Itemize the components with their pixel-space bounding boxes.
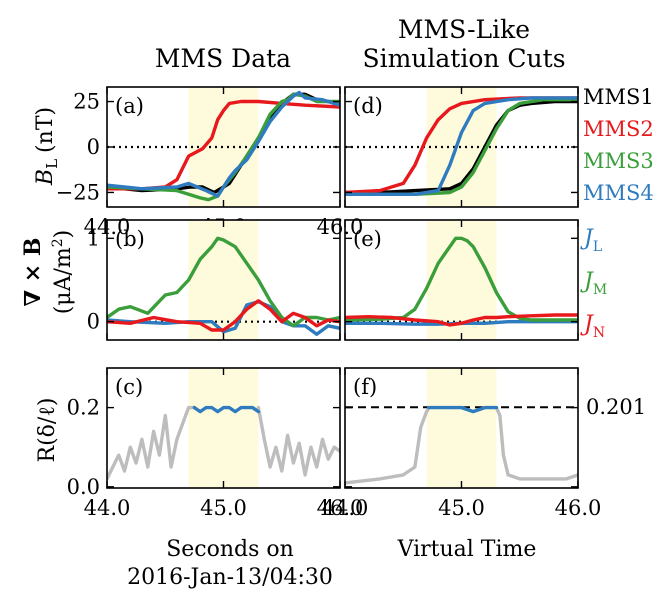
series-c-outside-late [256, 405, 340, 477]
legend-mms2: MMS2 [583, 117, 654, 141]
left-title: MMS Data [155, 44, 291, 73]
panel-letter-d: (d) [353, 94, 383, 118]
legend-mms3: MMS3 [583, 149, 654, 173]
series-a-mms2 [107, 99, 340, 191]
legend-j-m: JM [580, 269, 607, 298]
xtick-label-c-1: 45.0 [200, 496, 247, 520]
ytick-label-b-1: 1 [87, 226, 100, 250]
series-d-mms4 [345, 96, 578, 197]
xtick-label-f-2: 46.0 [555, 496, 602, 520]
series-group-e [345, 236, 578, 327]
ytick-label-a-2: 25 [73, 90, 100, 114]
panel-b: 0 1 (b) [87, 219, 341, 341]
series-c-outside [107, 405, 197, 481]
spacecraft-legend: MMS1 MMS2 MMS3 MMS4 [583, 85, 654, 205]
xtick-label-f-0: 44.0 [322, 496, 369, 520]
ytick-label-a-1: 0 [87, 135, 100, 159]
panel-f: 44.0 45.0 46.0 (f) 0.201 [322, 367, 646, 520]
reference-label-f: 0.201 [586, 395, 646, 419]
legend-j-l: JL [580, 226, 602, 255]
panel-letter-f: (f) [353, 375, 377, 399]
panel-e: (e) [344, 219, 579, 341]
series-f-inside [427, 405, 499, 414]
ylabel-b-unit: (μA/m2) [50, 230, 76, 315]
ylabel-b-unit-close: ) [51, 230, 76, 239]
series-e-j-m [345, 236, 578, 322]
series-b-j-n [107, 299, 340, 332]
panel-letter-e: (e) [353, 227, 382, 251]
ylabel-a: BL (nT) [33, 107, 61, 186]
highlight-band-f [426, 368, 497, 488]
legend-j-n: JN [580, 312, 605, 341]
series-a-mms4 [107, 90, 340, 198]
xtick-label-c-2: 46.0 [317, 496, 364, 520]
series-group-c [107, 405, 340, 481]
ylabel-a-subscript: L [43, 159, 61, 169]
series-group-b [107, 236, 340, 336]
legend-mms4: MMS4 [583, 181, 654, 205]
series-e-j-n [345, 313, 578, 327]
current-legend: JL JM JN [580, 226, 607, 341]
series-d-mms2 [345, 96, 578, 195]
series-group-d [345, 96, 578, 197]
xlabel-right: Virtual Time [397, 537, 537, 562]
right-title-line1: MMS-Like [398, 15, 530, 44]
ytick-label-a-0: −25 [56, 180, 100, 204]
xtick-label-c-0: 44.0 [84, 496, 131, 520]
ylabel-b-unit-text: (μA/m [51, 247, 76, 314]
series-group-a [107, 90, 340, 202]
xlabel-left-line1: Seconds on [166, 537, 294, 562]
panel-letter-c: (c) [115, 375, 143, 399]
ytick-label-c-1: 0.2 [67, 396, 100, 420]
series-b-j-m [107, 236, 340, 328]
panels: −25 0 25 44.0 45.0 46.0 (a) 0 1 (b) 0.0 0.2 44.0 45.0… [56, 86, 646, 520]
ylabel-a-symbol: B [33, 169, 58, 186]
ylabel-c: R(δ/ℓ) [35, 398, 60, 463]
series-c-inside [192, 405, 261, 414]
panel-d: (d) [344, 86, 579, 208]
series-f-outside-late [494, 405, 578, 481]
xlabel-left-line2: 2016-Jan-13/04:30 [127, 565, 333, 590]
panel-c: 0.0 0.2 44.0 45.0 46.0 (c) [67, 367, 364, 520]
panel-letter-b: (b) [115, 227, 145, 251]
ylabel-a-unit: (nT) [33, 107, 58, 153]
xtick-label-f-1: 45.0 [438, 496, 485, 520]
series-f-outside [345, 405, 431, 485]
ylabel-b-unit-sup: 2 [50, 238, 66, 247]
right-title-line2: Simulation Cuts [362, 44, 565, 73]
ytick-label-c-0: 0.0 [67, 475, 100, 499]
panel-letter-a: (a) [115, 94, 144, 118]
legend-mms1: MMS1 [583, 85, 654, 109]
series-group-f [345, 405, 578, 485]
highlight-band-c [188, 368, 259, 488]
ytick-label-b-0: 0 [87, 310, 100, 334]
ylabel-b: ∇ × B [20, 238, 46, 307]
